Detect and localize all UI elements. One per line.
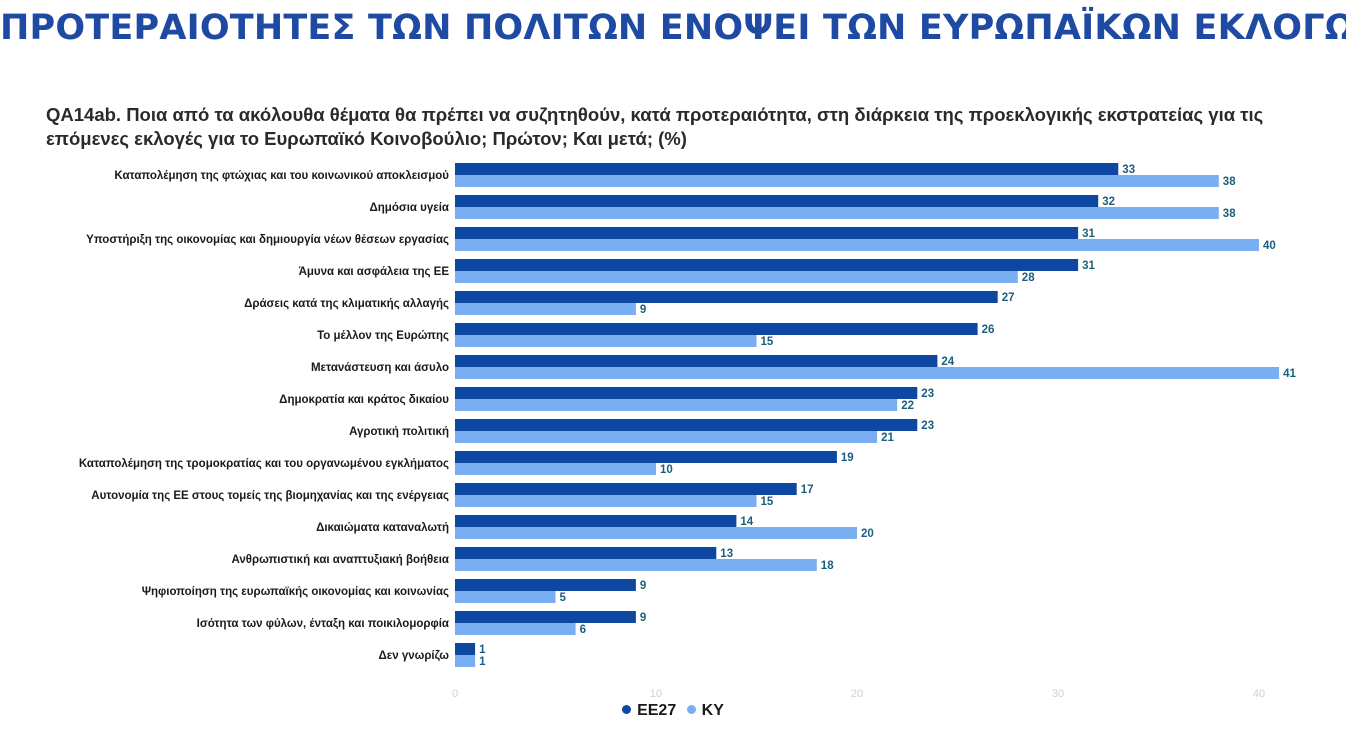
value-label: 10: [660, 464, 673, 476]
value-label: 19: [841, 452, 854, 464]
value-label: 9: [640, 612, 646, 624]
value-label: 27: [1002, 292, 1015, 304]
bar-2: [455, 463, 656, 475]
value-label: 40: [1263, 240, 1276, 252]
bar-2: [455, 303, 636, 315]
category-label: Υποστήριξη της οικονομίας και δημιουργία…: [86, 234, 449, 246]
bar-1: [455, 227, 1079, 239]
category-label: Ανθρωπιστική και αναπτυξιακή βοήθεια: [231, 554, 449, 566]
x-tick-label: 20: [851, 688, 863, 700]
bar-2: [455, 207, 1219, 219]
bar-1: [455, 579, 636, 591]
legend-dot-icon: [686, 705, 696, 714]
value-label: 26: [982, 324, 995, 336]
bar-2: [455, 591, 556, 603]
value-label: 31: [1082, 260, 1095, 272]
legend-item-series-2: ΚΥ: [686, 702, 724, 720]
bar-2: [455, 271, 1018, 283]
bar-2: [455, 335, 757, 347]
x-tick-label: 10: [650, 688, 662, 700]
bar-1: [455, 515, 737, 527]
bar-1: [455, 355, 938, 367]
value-label: 20: [861, 528, 874, 540]
value-label: 31: [1082, 228, 1095, 240]
legend-dot-icon: [622, 705, 632, 714]
bar-1: [455, 611, 636, 623]
bar-2: [455, 431, 878, 443]
value-label: 17: [801, 484, 814, 496]
category-label: Μετανάστευση και άσυλο: [311, 362, 449, 374]
value-label: 28: [1022, 272, 1035, 284]
value-label: 6: [580, 624, 586, 636]
bar-2: [455, 495, 757, 507]
category-label: Δικαιώματα καταναλωτή: [316, 522, 449, 534]
value-label: 23: [921, 388, 934, 400]
x-tick-label: 30: [1052, 688, 1064, 700]
category-label: Αυτονομία της ΕΕ στους τομείς της βιομηχ…: [91, 490, 449, 502]
bar-1: [455, 387, 918, 399]
category-label: Ψηφιοποίηση της ευρωπαϊκής οικονομίας κα…: [142, 586, 449, 598]
value-label: 14: [740, 516, 753, 528]
value-label: 5: [560, 592, 567, 604]
bar-1: [455, 451, 837, 463]
bar-2: [455, 239, 1259, 251]
value-label: 1: [479, 644, 486, 656]
question-text: QA14ab. Ποια από τα ακόλουθα θέματα θα π…: [46, 104, 1264, 149]
bar-2: [455, 175, 1219, 187]
bar-1: [455, 643, 476, 655]
category-label: Άμυνα και ασφάλεια της ΕΕ: [299, 266, 450, 278]
value-label: 21: [881, 432, 894, 444]
legend-label: ΕΕ27: [637, 702, 677, 719]
bar-2: [455, 527, 857, 539]
bar-1: [455, 323, 978, 335]
category-label: Δράσεις κατά της κλιματικής αλλαγής: [244, 298, 449, 310]
value-label: 38: [1223, 176, 1236, 188]
x-tick-label: 0: [452, 688, 458, 700]
category-label: Καταπολέμηση της τρομοκρατίας και του ορ…: [79, 458, 449, 470]
bar-2: [455, 655, 476, 667]
bar-2: [455, 399, 898, 411]
bar-2: [455, 559, 817, 571]
category-label: Το μέλλον της Ευρώπης: [317, 330, 449, 342]
bar-1: [455, 547, 717, 559]
bar-1: [455, 483, 797, 495]
value-label: 38: [1223, 208, 1236, 220]
value-label: 22: [901, 400, 914, 412]
bar-1: [455, 259, 1079, 271]
category-label: Δεν γνωρίζω: [379, 650, 450, 662]
legend-item-series-1: ΕΕ27: [622, 702, 676, 720]
category-label: Καταπολέμηση της φτώχιας και του κοινωνι…: [114, 170, 449, 182]
bar-1: [455, 163, 1119, 175]
bar-1: [455, 291, 998, 303]
value-label: 24: [941, 356, 954, 368]
value-label: 13: [720, 548, 733, 560]
legend-label: ΚΥ: [701, 702, 724, 719]
value-label: 41: [1283, 368, 1296, 380]
category-label: Ισότητα των φύλων, ένταξη και ποικιλομορ…: [197, 618, 449, 630]
value-label: 9: [640, 304, 646, 316]
value-label: 23: [921, 420, 934, 432]
value-label: 18: [821, 560, 834, 572]
bar-1: [455, 419, 918, 431]
category-label: Αγροτική πολιτική: [349, 426, 449, 438]
value-label: 33: [1122, 164, 1135, 176]
category-label: Δημόσια υγεία: [370, 202, 450, 214]
bar-1: [455, 195, 1099, 207]
category-label: Δημοκρατία και κράτος δικαίου: [279, 394, 449, 406]
legend: ΕΕ27 ΚΥ: [0, 702, 1346, 720]
value-label: 9: [640, 580, 646, 592]
value-label: 15: [761, 496, 774, 508]
bar-2: [455, 623, 576, 635]
bar-2: [455, 367, 1280, 379]
value-label: 1: [479, 656, 486, 668]
value-label: 15: [761, 336, 774, 348]
page-title: ΠΡΟΤΕΡΑΙΟΤΗΤΕΣ ΤΩΝ ΠΟΛΙΤΩΝ ΕΝΟΨΕΙ ΤΩΝ ΕΥ…: [0, 8, 1346, 48]
bar-chart: Καταπολέμηση της φτώχιας και του κοινωνι…: [79, 163, 1296, 700]
value-label: 32: [1102, 196, 1115, 208]
x-tick-label: 40: [1253, 688, 1265, 700]
